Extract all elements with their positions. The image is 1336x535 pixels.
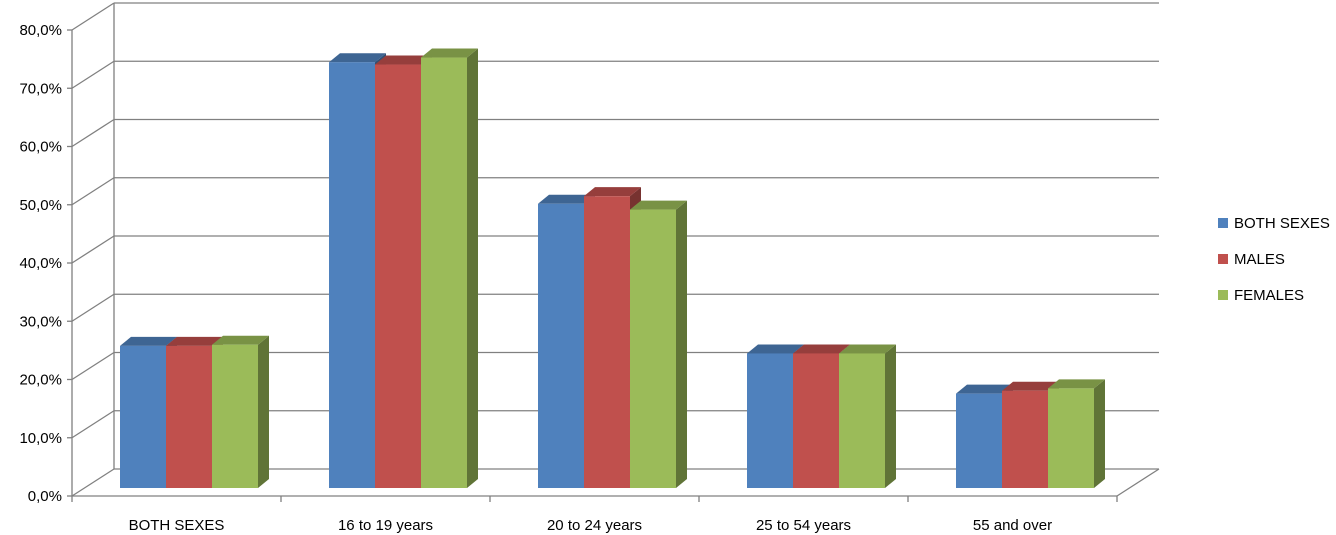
bar xyxy=(1048,379,1105,488)
y-tick-label: 50,0% xyxy=(19,197,62,214)
legend-swatch-both-sexes xyxy=(1218,218,1228,228)
y-tick-label: 10,0% xyxy=(19,430,62,447)
x-tick-label: 55 and over xyxy=(973,517,1052,534)
bar-side xyxy=(258,335,269,488)
bar xyxy=(630,200,687,488)
gridline-side xyxy=(71,410,115,439)
bar-side xyxy=(467,48,478,488)
bar-front xyxy=(421,57,467,488)
bar-side xyxy=(1094,379,1105,488)
y-tick-label: 20,0% xyxy=(19,372,62,389)
bar-front xyxy=(839,353,885,488)
bar-side xyxy=(676,200,687,488)
gridline-side xyxy=(71,351,115,381)
bar-front xyxy=(793,353,839,488)
bar-top xyxy=(793,344,850,354)
gridline-side xyxy=(71,177,115,206)
bar-front xyxy=(956,393,1002,488)
legend-item-females: FEMALES xyxy=(1218,286,1336,304)
bar-top xyxy=(421,48,478,58)
y-tick-label: 0,0% xyxy=(28,488,62,505)
legend-swatch-females xyxy=(1218,290,1228,300)
bar-front xyxy=(120,345,166,488)
y-tick-label: 80,0% xyxy=(19,22,62,39)
y-tick-label: 40,0% xyxy=(19,255,62,272)
bar-front xyxy=(630,209,676,488)
bar-top xyxy=(747,344,804,354)
bar-front xyxy=(166,345,212,488)
x-tick-labels: BOTH SEXES 16 to 19 years 20 to 24 years 25… xyxy=(129,517,1053,534)
bar-top xyxy=(584,187,641,197)
gridline-side xyxy=(71,2,115,31)
gridline-side xyxy=(71,468,115,497)
bar-top xyxy=(120,336,177,346)
floor-right-edge xyxy=(1116,468,1160,497)
bar-front xyxy=(1002,390,1048,488)
bar-front xyxy=(329,62,375,488)
bar-front xyxy=(1048,388,1094,488)
bar-top xyxy=(1002,381,1059,391)
y-tick-label: 30,0% xyxy=(19,313,62,330)
bar-top xyxy=(1048,379,1105,389)
x-tick-label: 20 to 24 years xyxy=(547,517,642,534)
y-tick-labels: 0,0% 10,0% 20,0% 30,0% 40,0% 50,0% 60,0% 70,0% 8… xyxy=(19,22,62,505)
legend-label: FEMALES xyxy=(1234,286,1305,304)
bar-top xyxy=(166,336,223,346)
bar-front xyxy=(375,64,421,489)
bar xyxy=(212,335,269,488)
legend-item-males: MALES xyxy=(1218,250,1336,268)
bar xyxy=(421,48,478,488)
legend-swatch-males xyxy=(1218,254,1228,264)
bar-side xyxy=(885,344,896,488)
bar-front xyxy=(212,344,258,488)
legend: BOTH SEXES MALES FEMALES xyxy=(1218,214,1336,322)
x-tick-label: 16 to 19 years xyxy=(338,517,433,534)
bars xyxy=(120,48,1105,489)
bar-top xyxy=(329,53,386,63)
bar-top xyxy=(538,194,595,204)
gridline-side xyxy=(71,118,115,148)
bar-top xyxy=(375,55,432,65)
gridline-side xyxy=(71,293,115,322)
bar-front xyxy=(747,353,793,488)
bar xyxy=(839,344,896,488)
bar-top xyxy=(630,200,687,210)
legend-label: BOTH SEXES xyxy=(1234,214,1330,232)
bar-front xyxy=(584,196,630,489)
legend-item-both-sexes: BOTH SEXES xyxy=(1218,214,1336,232)
y-tick-label: 60,0% xyxy=(19,139,62,156)
axes xyxy=(67,3,1160,502)
bar-top xyxy=(956,384,1013,394)
y-tick-label: 70,0% xyxy=(19,80,62,97)
legend-label: MALES xyxy=(1234,250,1285,268)
x-tick-label: 25 to 54 years xyxy=(756,517,851,534)
bar-top xyxy=(839,344,896,354)
bar-front xyxy=(538,203,584,489)
gridline-side xyxy=(71,235,115,264)
bar-top xyxy=(212,335,269,345)
gridline-side xyxy=(71,60,115,89)
x-tick-label: BOTH SEXES xyxy=(129,517,225,534)
